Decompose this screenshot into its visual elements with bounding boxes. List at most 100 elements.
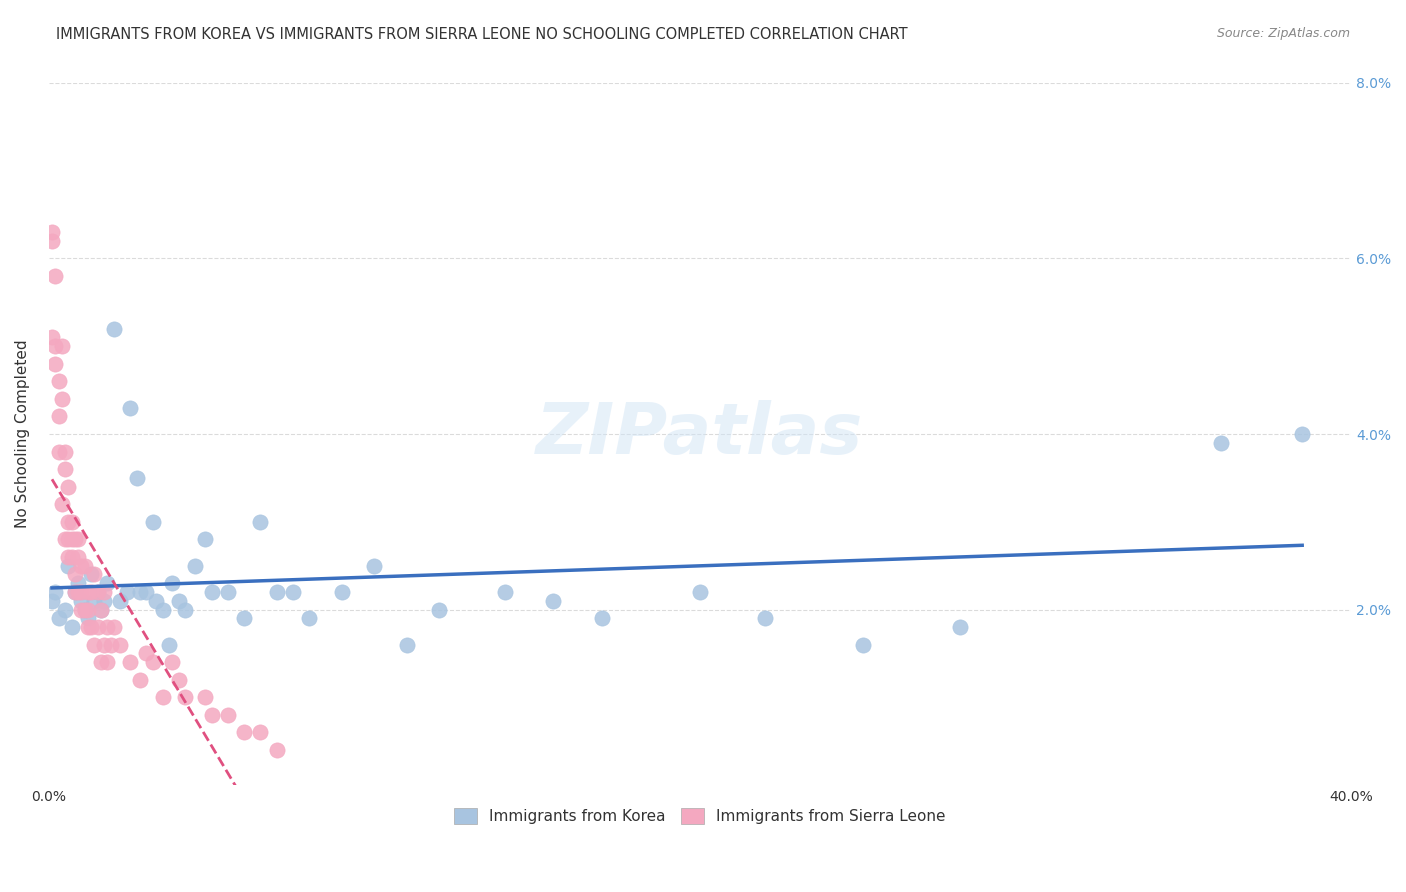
- Point: [266, 743, 288, 757]
- Point: [44, 357, 66, 371]
- Point: [194, 533, 217, 547]
- Point: [754, 611, 776, 625]
- Point: [58, 533, 80, 547]
- Point: [249, 515, 271, 529]
- Point: [83, 594, 105, 608]
- Point: [70, 594, 93, 608]
- Point: [63, 585, 86, 599]
- Point: [63, 585, 86, 599]
- Point: [298, 611, 321, 625]
- Point: [93, 594, 115, 608]
- Point: [51, 497, 73, 511]
- Legend: Immigrants from Korea, Immigrants from Sierra Leone: Immigrants from Korea, Immigrants from S…: [444, 799, 955, 834]
- Point: [135, 585, 157, 599]
- Point: [162, 655, 184, 669]
- Point: [174, 690, 197, 705]
- Point: [217, 707, 239, 722]
- Point: [129, 585, 152, 599]
- Point: [63, 533, 86, 547]
- Point: [103, 321, 125, 335]
- Point: [41, 330, 63, 344]
- Point: [76, 602, 98, 616]
- Point: [67, 576, 90, 591]
- Point: [142, 655, 165, 669]
- Point: [53, 602, 76, 616]
- Point: [152, 690, 174, 705]
- Point: [41, 594, 63, 608]
- Point: [93, 585, 115, 599]
- Point: [63, 567, 86, 582]
- Point: [86, 585, 108, 599]
- Point: [51, 339, 73, 353]
- Y-axis label: No Schooling Completed: No Schooling Completed: [15, 340, 30, 528]
- Point: [83, 567, 105, 582]
- Point: [96, 576, 118, 591]
- Point: [44, 585, 66, 599]
- Point: [58, 549, 80, 564]
- Point: [120, 401, 142, 415]
- Point: [86, 585, 108, 599]
- Point: [152, 602, 174, 616]
- Point: [145, 594, 167, 608]
- Point: [167, 673, 190, 687]
- Point: [93, 638, 115, 652]
- Point: [58, 515, 80, 529]
- Point: [174, 602, 197, 616]
- Point: [281, 585, 304, 599]
- Point: [48, 409, 70, 424]
- Point: [194, 690, 217, 705]
- Point: [41, 234, 63, 248]
- Point: [129, 673, 152, 687]
- Point: [1291, 427, 1313, 442]
- Point: [142, 515, 165, 529]
- Point: [96, 655, 118, 669]
- Point: [200, 707, 222, 722]
- Point: [363, 558, 385, 573]
- Point: [67, 533, 90, 547]
- Point: [100, 638, 122, 652]
- Point: [103, 620, 125, 634]
- Point: [90, 602, 112, 616]
- Point: [184, 558, 207, 573]
- Point: [689, 585, 711, 599]
- Point: [86, 620, 108, 634]
- Point: [80, 620, 103, 634]
- Point: [395, 638, 418, 652]
- Point: [48, 375, 70, 389]
- Point: [949, 620, 972, 634]
- Point: [73, 602, 96, 616]
- Point: [217, 585, 239, 599]
- Point: [120, 655, 142, 669]
- Point: [162, 576, 184, 591]
- Point: [58, 480, 80, 494]
- Point: [60, 533, 83, 547]
- Point: [157, 638, 180, 652]
- Point: [429, 602, 451, 616]
- Point: [73, 602, 96, 616]
- Point: [76, 611, 98, 625]
- Point: [53, 533, 76, 547]
- Point: [125, 471, 148, 485]
- Point: [543, 594, 565, 608]
- Point: [70, 602, 93, 616]
- Point: [115, 585, 138, 599]
- Point: [233, 725, 256, 739]
- Point: [1209, 435, 1232, 450]
- Point: [167, 594, 190, 608]
- Text: Source: ZipAtlas.com: Source: ZipAtlas.com: [1216, 27, 1350, 40]
- Point: [249, 725, 271, 739]
- Point: [73, 558, 96, 573]
- Point: [135, 647, 157, 661]
- Point: [90, 655, 112, 669]
- Point: [83, 638, 105, 652]
- Point: [80, 585, 103, 599]
- Point: [58, 558, 80, 573]
- Point: [41, 225, 63, 239]
- Point: [110, 638, 132, 652]
- Point: [44, 268, 66, 283]
- Point: [70, 558, 93, 573]
- Point: [852, 638, 875, 652]
- Point: [266, 585, 288, 599]
- Point: [110, 594, 132, 608]
- Point: [44, 339, 66, 353]
